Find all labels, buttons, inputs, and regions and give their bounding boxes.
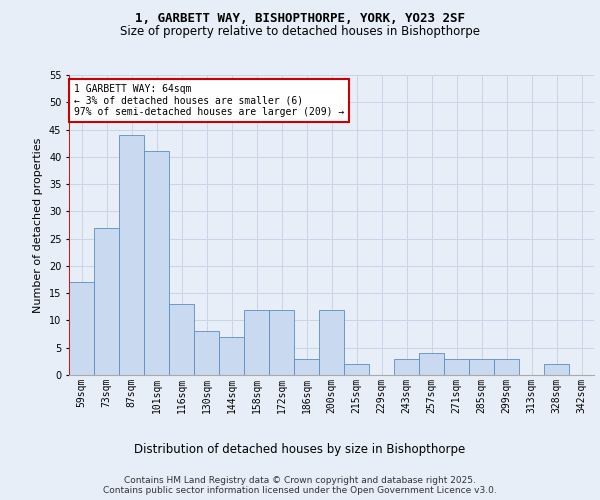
Bar xyxy=(144,152,169,375)
Y-axis label: Number of detached properties: Number of detached properties xyxy=(34,138,43,312)
Text: 1 GARBETT WAY: 64sqm
← 3% of detached houses are smaller (6)
97% of semi-detache: 1 GARBETT WAY: 64sqm ← 3% of detached ho… xyxy=(74,84,344,117)
Bar xyxy=(494,358,519,375)
Text: 1, GARBETT WAY, BISHOPTHORPE, YORK, YO23 2SF: 1, GARBETT WAY, BISHOPTHORPE, YORK, YO23… xyxy=(135,12,465,26)
Bar xyxy=(119,135,144,375)
Bar xyxy=(544,364,569,375)
Bar xyxy=(469,358,494,375)
Bar xyxy=(219,337,244,375)
Bar xyxy=(444,358,469,375)
Bar xyxy=(69,282,94,375)
Bar xyxy=(344,364,369,375)
Text: Contains HM Land Registry data © Crown copyright and database right 2025.
Contai: Contains HM Land Registry data © Crown c… xyxy=(103,476,497,495)
Bar xyxy=(394,358,419,375)
Bar xyxy=(169,304,194,375)
Bar xyxy=(319,310,344,375)
Text: Size of property relative to detached houses in Bishopthorpe: Size of property relative to detached ho… xyxy=(120,25,480,38)
Bar xyxy=(419,353,444,375)
Text: Distribution of detached houses by size in Bishopthorpe: Distribution of detached houses by size … xyxy=(134,442,466,456)
Bar xyxy=(269,310,294,375)
Bar xyxy=(194,332,219,375)
Bar xyxy=(94,228,119,375)
Bar xyxy=(294,358,319,375)
Bar xyxy=(244,310,269,375)
